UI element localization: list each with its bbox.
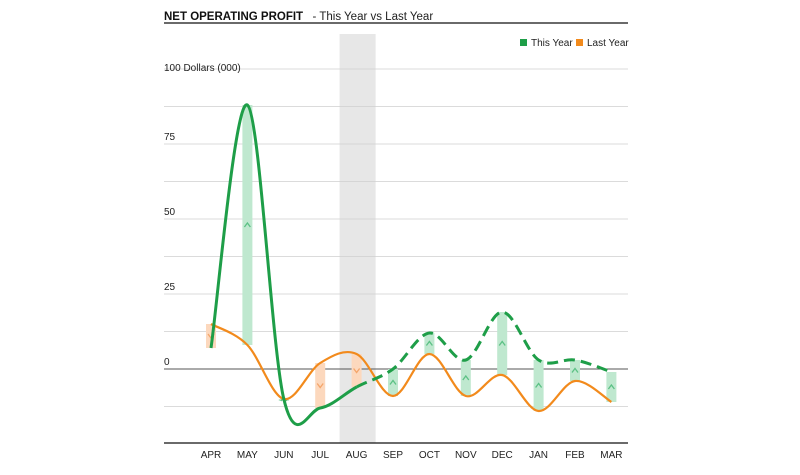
legend-swatch-this-year	[520, 39, 527, 46]
x-tick-label-jan: JAN	[529, 450, 548, 461]
x-tick-label-mar: MAR	[600, 450, 622, 461]
variance-bar-may	[242, 105, 253, 345]
chart-title: NET OPERATING PROFIT - This Year vs Last…	[164, 7, 433, 24]
x-tick-label-feb: FEB	[565, 450, 585, 461]
variance-bar-nov	[460, 360, 471, 396]
variance-bar-oct	[424, 333, 435, 354]
y-tick-label: 0	[164, 357, 170, 368]
variance-up-chevron	[389, 379, 397, 385]
x-tick-label-jun: JUN	[274, 450, 293, 461]
x-tick-label-sep: SEP	[383, 450, 403, 461]
x-tick-label-apr: APR	[201, 450, 222, 461]
variance-up-chevron	[571, 367, 579, 373]
legend-swatch-last-year	[576, 39, 583, 46]
variance-bar-mar	[606, 372, 617, 402]
x-tick-label-may: MAY	[237, 450, 258, 461]
y-tick-label: 50	[164, 207, 176, 218]
y-axis-label: 100 Dollars (000)	[164, 63, 241, 74]
variance-bar-apr	[206, 324, 216, 348]
variance-down-chevron	[353, 368, 361, 374]
chart-title-main: NET OPERATING PROFIT	[164, 11, 303, 23]
y-tick-label: 25	[164, 282, 176, 293]
y-tick-label: 75	[164, 132, 176, 143]
variance-up-chevron	[498, 340, 506, 346]
variance-up-chevron	[243, 221, 251, 228]
variance-bar-jul	[315, 363, 326, 408]
x-tick-label-dec: DEC	[492, 450, 513, 461]
x-tick-label-oct: OCT	[419, 450, 440, 461]
variance-down-chevron	[316, 383, 324, 389]
legend-label-this-year: This Year	[531, 38, 573, 49]
variance-up-chevron	[462, 374, 470, 381]
variance-bar-dec	[497, 312, 508, 375]
series-line-last-year	[210, 323, 613, 413]
x-tick-label-nov: NOV	[455, 450, 477, 461]
x-tick-label-aug: AUG	[346, 450, 368, 461]
variance-up-chevron	[535, 382, 543, 388]
series-line-this-year-actual	[209, 103, 612, 427]
chart-subtitle: - This Year vs Last Year	[313, 11, 434, 23]
legend: This Year Last Year	[520, 38, 629, 49]
variance-bar-feb	[570, 360, 580, 381]
variance-bar-aug	[351, 354, 362, 387]
legend-label-last-year: Last Year	[587, 38, 629, 49]
x-tick-label-jul: JUL	[311, 450, 329, 461]
variance-up-chevron	[425, 340, 433, 346]
variance-bar-sep	[388, 369, 398, 396]
variance-bar-jan	[533, 360, 544, 411]
variance-up-chevron	[607, 383, 615, 390]
series-line-this-year-forecast	[209, 103, 612, 427]
